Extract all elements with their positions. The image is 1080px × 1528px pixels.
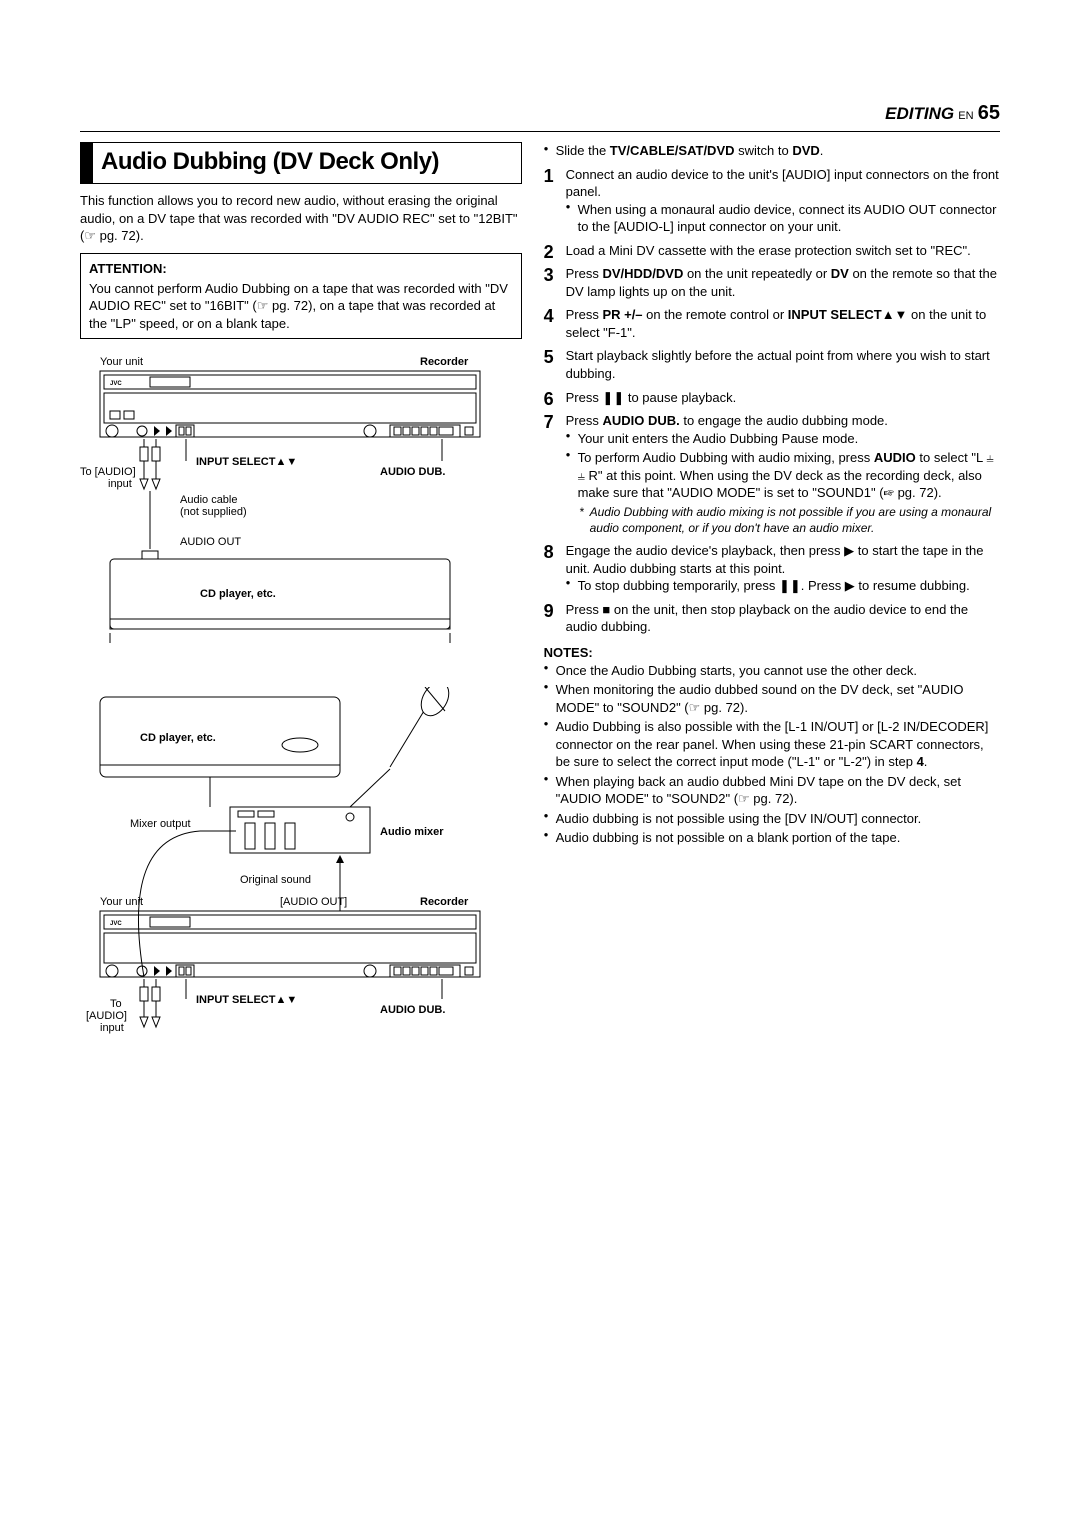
label-audio-out: AUDIO OUT — [180, 536, 241, 548]
step-9: 9 Press ■ on the unit, then stop playbac… — [544, 601, 1000, 636]
page-title: Audio Dubbing (DV Deck Only) — [93, 143, 447, 183]
steps-list: 1 Connect an audio device to the unit's … — [544, 166, 1000, 636]
title-box: Audio Dubbing (DV Deck Only) — [80, 142, 522, 184]
page-header: EDITING EN 65 — [80, 100, 1000, 132]
title-accent — [81, 143, 93, 183]
svg-text:Audio cable(not supplied): Audio cable(not supplied) — [180, 494, 247, 518]
label-your-unit: Your unit — [100, 356, 143, 368]
notes-head: NOTES: — [544, 644, 1000, 662]
label-audio-dub: AUDIO DUB. — [380, 466, 445, 478]
diagram-top: Your unit Recorder JVC — [80, 353, 522, 673]
step-5: 5 Start playback slightly before the act… — [544, 347, 1000, 382]
step-1: 1 Connect an audio device to the unit's … — [544, 166, 1000, 236]
section-label: EDITING — [885, 104, 954, 123]
pre-step-text: Slide the TV/CABLE/SAT/DVD switch to DVD… — [556, 143, 824, 158]
attention-head: ATTENTION: — [89, 260, 513, 278]
label-audio-mixer: Audio mixer — [380, 826, 444, 838]
label-orig: Original sound — [240, 874, 311, 886]
label-cd-2: CD player, etc. — [140, 732, 216, 744]
svg-text:JVC: JVC — [110, 921, 122, 927]
diagram-bottom: CD player, etc. Mixer output Audio mixer — [80, 687, 522, 1067]
notes-list: Once the Audio Dubbing starts, you canno… — [544, 662, 1000, 847]
svg-text:To [AUDIO]input: To [AUDIO]input — [80, 466, 136, 490]
pre-step: Slide the TV/CABLE/SAT/DVD switch to DVD… — [544, 142, 1000, 160]
label-audio-out-b: [AUDIO OUT] — [280, 896, 347, 908]
label-cd-1: CD player, etc. — [200, 588, 276, 600]
step-2: 2 Load a Mini DV cassette with the erase… — [544, 242, 1000, 260]
step-7: 7 Press AUDIO DUB. to engage the audio d… — [544, 412, 1000, 536]
svg-text:To[AUDIO]input: To[AUDIO]input — [86, 998, 127, 1034]
label-mixer-out: Mixer output — [130, 818, 191, 830]
page-number: 65 — [978, 102, 1000, 124]
attention-body: You cannot perform Audio Dubbing on a ta… — [89, 280, 513, 333]
svg-text:JVC: JVC — [110, 381, 122, 387]
step-8: 8 Engage the audio device's playback, th… — [544, 542, 1000, 595]
label-recorder-2: Recorder — [420, 896, 469, 908]
step-4: 4 Press PR +/– on the remote control or … — [544, 306, 1000, 341]
attention-box: ATTENTION: You cannot perform Audio Dubb… — [80, 253, 522, 339]
label-recorder: Recorder — [420, 356, 469, 368]
step-3: 3 Press DV/HDD/DVD on the unit repeatedl… — [544, 265, 1000, 300]
label-audio-dub-2: AUDIO DUB. — [380, 1004, 445, 1016]
label-your-unit-2: Your unit — [100, 896, 143, 908]
lang-label: EN — [958, 110, 973, 122]
label-input-select-2: INPUT SELECT▲▼ — [196, 994, 297, 1006]
step-6: 6 Press ❚❚ to pause playback. — [544, 389, 1000, 407]
step-7-note: Audio Dubbing with audio mixing is not p… — [566, 504, 1000, 536]
label-input-select: INPUT SELECT▲▼ — [196, 456, 297, 468]
intro-paragraph: This function allows you to record new a… — [80, 192, 522, 245]
